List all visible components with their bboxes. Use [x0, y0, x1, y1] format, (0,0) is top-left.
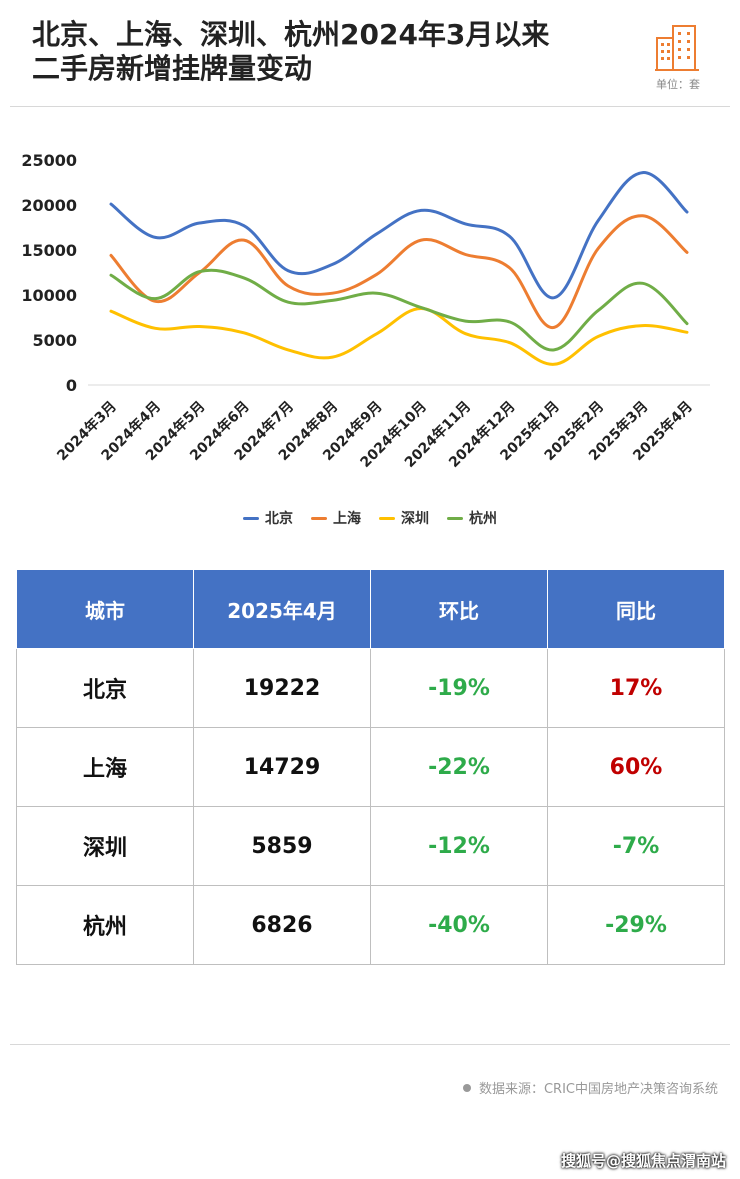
legend-label: 深圳 — [401, 511, 429, 527]
cell-yoy: -29% — [547, 885, 725, 965]
cell-yoy: -7% — [547, 806, 725, 886]
y-tick-label: 0 — [66, 376, 77, 395]
header-mom: 环比 — [370, 569, 548, 649]
table-header-row: 城市 2025年4月 环比 同比 — [16, 569, 725, 649]
cell-mom: -22% — [370, 727, 548, 807]
cell-mom: -19% — [370, 648, 548, 728]
y-tick-label: 25000 — [21, 151, 77, 170]
unit-label: 单位：套 — [656, 78, 700, 91]
header-divider — [10, 106, 730, 107]
legend-label: 北京 — [265, 511, 293, 527]
table-row: 上海 14729 -22% 60% — [16, 727, 725, 807]
cell-value: 6826 — [193, 885, 371, 965]
footer-divider — [10, 1044, 730, 1045]
cell-city: 上海 — [16, 727, 194, 807]
data-source: 数据来源：CRIC中国房地产决策咨询系统 — [462, 1078, 718, 1097]
table-row: 杭州 6826 -40% -29% — [16, 885, 725, 965]
cell-city: 深圳 — [16, 806, 194, 886]
series-line-北京 — [109, 171, 689, 300]
legend-swatch — [447, 516, 463, 520]
legend-item: 上海 — [311, 508, 361, 528]
bullet-icon — [462, 1083, 471, 1092]
legend-item: 北京 — [243, 508, 293, 528]
cell-mom: -12% — [370, 806, 548, 886]
y-tick-label: 20000 — [21, 196, 77, 215]
legend-swatch — [379, 516, 395, 520]
table-row: 北京 19222 -19% 17% — [16, 648, 725, 728]
cell-value: 14729 — [193, 727, 371, 807]
legend-label: 上海 — [333, 511, 361, 527]
y-tick-label: 10000 — [21, 286, 77, 305]
legend-swatch — [311, 516, 327, 520]
source-text: 数据来源：CRIC中国房地产决策咨询系统 — [478, 1082, 718, 1097]
table-row: 深圳 5859 -12% -7% — [16, 806, 725, 886]
cell-city: 杭州 — [16, 885, 194, 965]
y-tick-label: 15000 — [21, 241, 77, 260]
legend-item: 深圳 — [379, 508, 429, 528]
header-yoy: 同比 — [547, 569, 725, 649]
legend-swatch — [243, 516, 259, 520]
building-icon — [655, 25, 699, 71]
title-line-1: 北京、上海、深圳、杭州2024年3月以来 — [32, 18, 550, 51]
watermark: 搜狐号@搜狐焦点渭南站 — [560, 1152, 726, 1170]
title-line-2: 二手房新增挂牌量变动 — [32, 52, 313, 85]
series-line-杭州 — [109, 268, 689, 352]
header-month: 2025年4月 — [193, 569, 371, 649]
page-title: 北京、上海、深圳、杭州2024年3月以来 二手房新增挂牌量变动 — [32, 18, 632, 86]
cell-value: 5859 — [193, 806, 371, 886]
series-line-深圳 — [109, 306, 689, 366]
summary-table: 城市 2025年4月 环比 同比 北京 19222 -19% 17% 上海 14… — [16, 569, 725, 965]
header-city: 城市 — [16, 569, 194, 649]
chart-legend: 北京 上海 深圳 杭州 — [0, 508, 740, 528]
legend-label: 杭州 — [469, 511, 497, 527]
y-tick-label: 5000 — [32, 331, 77, 350]
legend-item: 杭州 — [447, 508, 497, 528]
cell-value: 19222 — [193, 648, 371, 728]
cell-yoy: 17% — [547, 648, 725, 728]
cell-city: 北京 — [16, 648, 194, 728]
line-chart: 05000100001500020000250002024年3月2024年4月2… — [21, 151, 710, 471]
cell-mom: -40% — [370, 885, 548, 965]
cell-yoy: 60% — [547, 727, 725, 807]
